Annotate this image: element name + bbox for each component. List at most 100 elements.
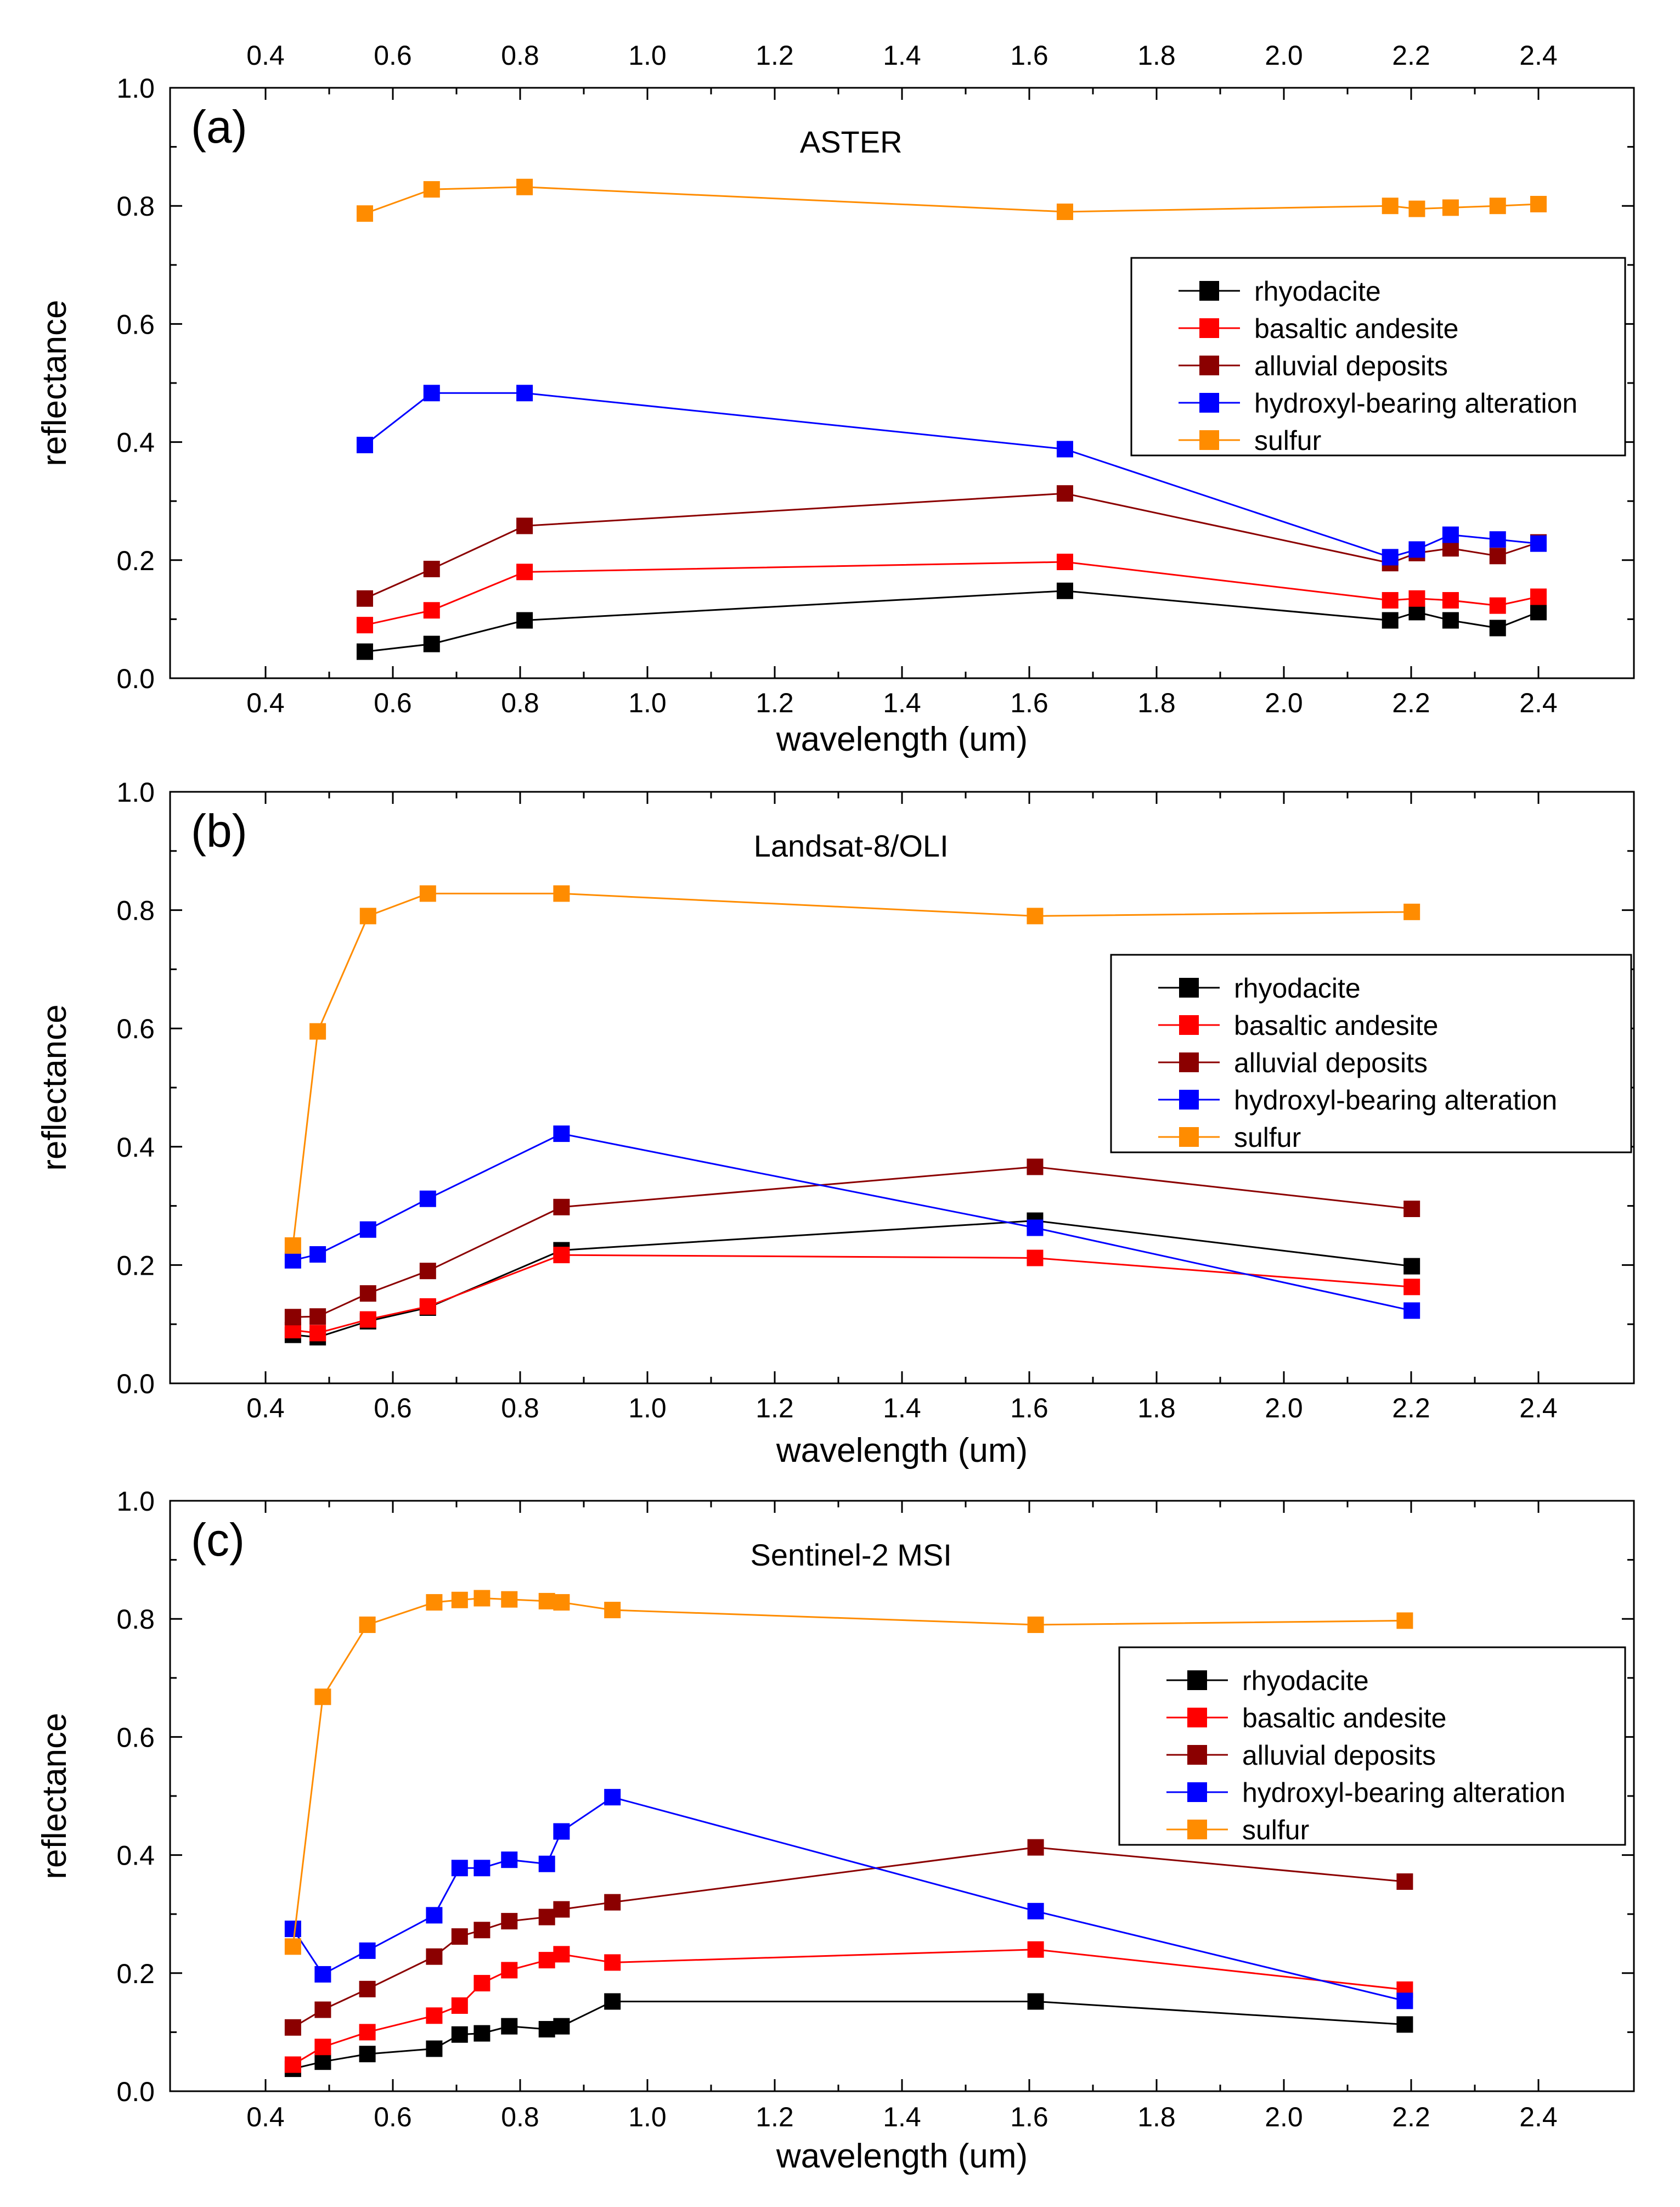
legend: rhyodacite basaltic andesite alluvial depo… <box>1130 257 1626 457</box>
legend-item-basaltic-andesite: basaltic andesite <box>1158 1010 1438 1041</box>
legend-marker <box>1187 1745 1207 1765</box>
legend-marker <box>1199 318 1219 338</box>
data-point <box>284 1921 301 1938</box>
x-tick-label: 2.0 <box>1265 1393 1303 1423</box>
x-tick-label-top: 1.0 <box>628 40 667 71</box>
data-point <box>426 2040 443 2057</box>
data-point <box>473 1922 491 1939</box>
data-point <box>314 2039 331 2056</box>
x-axis-label: wavelength (um) <box>776 720 1028 758</box>
data-point <box>538 1592 555 1609</box>
data-point <box>538 1855 555 1872</box>
legend-label: alluvial deposits <box>1242 1740 1436 1771</box>
data-point <box>1403 1279 1420 1296</box>
x-tick-label: 0.6 <box>374 2102 412 2132</box>
data-point <box>356 436 373 453</box>
y-tick-label: 1.0 <box>116 73 155 104</box>
x-tick-label: 1.2 <box>756 1393 794 1423</box>
data-point <box>553 1823 570 1840</box>
x-tick-label: 1.6 <box>1010 2102 1048 2132</box>
legend-label: rhyodacite <box>1234 973 1361 1004</box>
data-point <box>1027 1839 1044 1856</box>
data-point <box>419 1263 436 1280</box>
series-hydroxyl-bearing-alteration <box>356 385 1547 566</box>
x-tick-label: 0.6 <box>374 688 412 718</box>
data-point <box>501 1962 518 1979</box>
data-point <box>451 1591 468 1608</box>
x-tick-label: 2.4 <box>1519 1393 1558 1423</box>
data-point <box>1027 1941 1044 1958</box>
y-tick-label: 1.0 <box>116 777 155 808</box>
x-tick-label: 0.8 <box>501 688 539 718</box>
x-tick-label: 1.2 <box>756 688 794 718</box>
data-point <box>1382 198 1399 215</box>
data-point <box>284 1938 301 1955</box>
y-axis-label: reflectance <box>36 300 74 466</box>
data-point <box>516 178 533 195</box>
data-point <box>604 1954 621 1971</box>
series-line <box>364 492 1539 600</box>
data-point <box>1408 590 1425 607</box>
series-line <box>364 186 1539 215</box>
x-tick-label-top: 1.6 <box>1010 40 1048 71</box>
legend-item-rhyodacite: rhyodacite <box>1166 1665 1369 1696</box>
data-point <box>1530 195 1547 212</box>
data-point <box>538 1952 555 1969</box>
data-point <box>604 1789 621 1806</box>
data-point <box>1027 1249 1044 1266</box>
y-axis-label: reflectance <box>36 1713 74 1879</box>
data-point <box>516 517 533 534</box>
data-point <box>309 1325 326 1342</box>
series-sulfur <box>284 1590 1413 1955</box>
x-tick-label: 1.2 <box>756 2102 794 2132</box>
data-point <box>284 1309 301 1326</box>
legend-label: alluvial deposits <box>1254 351 1448 381</box>
legend-label: sulfur <box>1234 1122 1301 1153</box>
data-point <box>1489 597 1506 614</box>
data-point <box>1382 549 1399 566</box>
x-tick-label: 1.4 <box>883 1393 921 1423</box>
legend-item-rhyodacite: rhyodacite <box>1158 973 1361 1004</box>
data-point <box>538 2021 555 2038</box>
data-point <box>1489 620 1506 637</box>
y-tick-label: 0.0 <box>116 1369 155 1399</box>
data-point <box>1056 554 1073 571</box>
data-point <box>1403 1258 1420 1275</box>
x-tick-label: 1.4 <box>883 2102 921 2132</box>
x-tick-label-top: 2.0 <box>1265 40 1303 71</box>
series-rhyodacite <box>284 1993 1413 2077</box>
data-point <box>553 1901 570 1918</box>
data-point <box>473 1975 491 1992</box>
x-tick-label: 1.8 <box>1137 2102 1176 2132</box>
data-point <box>1408 541 1425 558</box>
data-point <box>451 1860 468 1877</box>
legend-marker <box>1187 1820 1207 1839</box>
data-point <box>1056 203 1073 220</box>
data-point <box>419 1298 436 1315</box>
data-point <box>356 617 373 634</box>
data-point <box>356 590 373 607</box>
data-point <box>359 1980 376 1997</box>
series-line <box>364 590 1539 653</box>
series-line <box>364 561 1539 626</box>
x-tick-label-top: 1.4 <box>883 40 921 71</box>
data-point <box>1396 2016 1413 2033</box>
data-point <box>284 1252 301 1269</box>
series-line <box>292 1254 1412 1334</box>
legend-label: sulfur <box>1242 1815 1309 1845</box>
series-sulfur <box>284 885 1420 1254</box>
data-point <box>1442 526 1459 543</box>
legend-marker <box>1187 1708 1207 1727</box>
legend-item-sulfur: sulfur <box>1166 1815 1309 1845</box>
chart-title: Sentinel-2 MSI <box>751 1538 952 1572</box>
y-tick-label: 0.8 <box>116 1604 155 1635</box>
data-point <box>423 560 440 577</box>
series-hydroxyl-bearing-alteration <box>284 1125 1420 1319</box>
legend-label: sulfur <box>1254 425 1321 456</box>
x-tick-label-top: 2.4 <box>1519 40 1558 71</box>
data-point <box>284 2056 301 2073</box>
data-point <box>516 564 533 581</box>
x-tick-label: 0.8 <box>501 1393 539 1423</box>
data-point <box>1403 1302 1420 1319</box>
